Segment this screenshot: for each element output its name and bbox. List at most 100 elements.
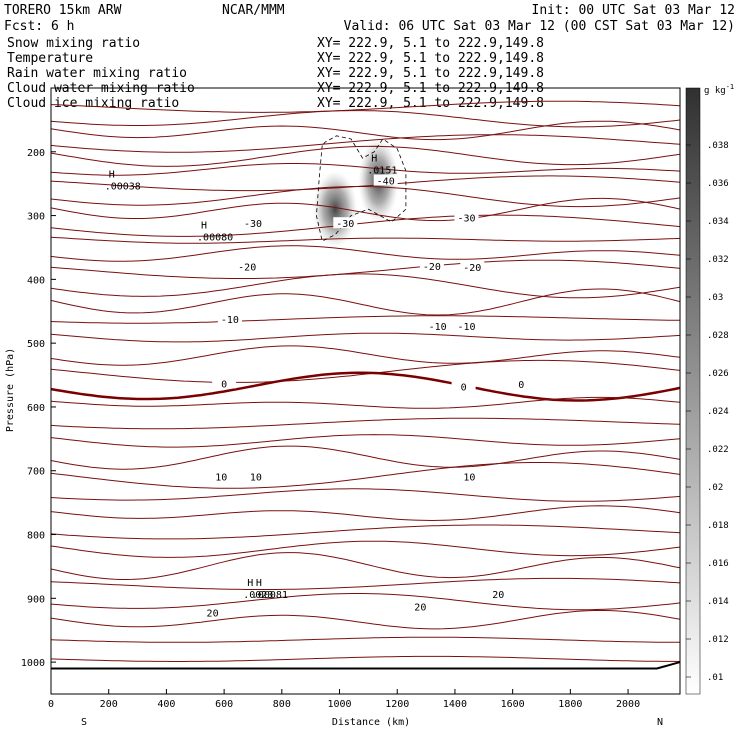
y-tick-label: 700	[27, 467, 45, 478]
x-tick-label: 2000	[616, 699, 640, 710]
plot-body: -40 -30 -30 -30 -20 -20 -20 -10 -10 -10 0 0 0 10 10 10 2…	[51, 100, 680, 670]
y-tick-label: 200	[27, 148, 45, 159]
snow-maximum-blob	[313, 171, 358, 248]
isotherm-label-bg	[419, 259, 444, 271]
isotherm-line	[51, 396, 680, 409]
colorbar-tick-label: .038	[707, 141, 729, 151]
colorbar-unit: g kg-1	[704, 83, 734, 96]
field-xy-rain: XY= 222.9, 5.1 to 222.9,149.8	[317, 66, 544, 81]
maximum-marker: H	[256, 578, 262, 589]
isotherm-line	[51, 288, 680, 316]
colorbar-tick-label: .026	[707, 369, 729, 379]
maximum-marker: H	[109, 170, 115, 181]
y-tick-label: 500	[27, 339, 45, 350]
isotherm-label-bg	[460, 261, 485, 273]
y-tick-label: 1000	[21, 658, 45, 669]
isotherm-label: 10	[463, 472, 475, 483]
colorbar-tick-label: .014	[707, 597, 729, 607]
isotherm-line	[51, 120, 680, 141]
field-name-cloud-ice: Cloud ice mixing ratio	[7, 96, 179, 111]
x-tick-label: 1200	[385, 699, 409, 710]
isotherm-line	[51, 134, 680, 153]
isotherm-label-bg	[333, 217, 358, 229]
isotherm-label: 20	[207, 608, 219, 619]
isotherm-line	[51, 505, 680, 522]
isotherm-line	[51, 552, 680, 580]
isotherm-label: 0	[221, 379, 227, 390]
colorbar	[685, 87, 701, 695]
north-endpoint-label: N	[657, 717, 663, 728]
isotherm-label-bg	[243, 470, 268, 482]
x-tick-label: 0	[48, 699, 54, 710]
valid-time: Valid: 06 UTC Sat 03 Mar 12 (00 CST Sat …	[344, 19, 735, 34]
colorbar-ticks: .01 .012 .014 .016 .018 .02 .022 .024 .026 .028 .0…	[686, 141, 729, 683]
isotherm-label: -20	[463, 263, 481, 274]
isotherm-line	[51, 371, 680, 402]
isotherm-line	[51, 273, 680, 299]
isotherm-line	[51, 609, 680, 630]
x-tick-label: 200	[100, 699, 118, 710]
y-tick-label: 300	[27, 212, 45, 223]
x-tick-label: 400	[157, 699, 175, 710]
isotherm-line	[51, 417, 680, 430]
snow-shading	[313, 138, 399, 248]
isotherm-label-bg	[408, 600, 433, 612]
isotherm-label-bg	[209, 470, 234, 482]
isotherm-line	[51, 175, 680, 192]
x-axis-label: Distance (km)	[332, 717, 410, 728]
isotherm-label-bg	[457, 470, 482, 482]
y-tick-label: 600	[27, 403, 45, 414]
isotherm-line	[51, 445, 680, 470]
colorbar-tick-label: .03	[707, 293, 723, 303]
y-tick-label: 400	[27, 275, 45, 286]
isotherm-label-bg	[486, 587, 511, 599]
isotherm-label-bg	[235, 260, 260, 272]
isotherm-label: -10	[429, 322, 447, 333]
x-axis: 0 200 400 600 800 1000 1200 1400 1600 1800 2000	[48, 689, 640, 710]
maximum-marker: H	[247, 578, 253, 589]
isotherm-label: 20	[414, 603, 426, 614]
cloud-ice-outline	[315, 135, 407, 242]
isotherm-label-bg	[454, 319, 479, 331]
isotherm-line	[51, 488, 680, 502]
isotherm-line	[51, 197, 680, 222]
isotherm-line	[51, 100, 680, 113]
isotherm-line	[51, 462, 680, 489]
isotherm-labels: -40 -30 -30 -30 -20 -20 -20 -10 -10 -10 0 0 0 10 10 10 2…	[200, 174, 534, 619]
forecast-hour: Fcst: 6 h	[4, 19, 74, 34]
cloud-ice-contour	[315, 135, 407, 242]
isotherm-line	[51, 110, 680, 128]
isotherm-line	[51, 315, 680, 324]
field-xy-cloud-ice: XY= 222.9, 5.1 to 222.9,149.8	[317, 96, 544, 111]
y-axis-label: Pressure (hPa)	[5, 348, 16, 432]
field-name-rain: Rain water mixing ratio	[7, 66, 187, 81]
isotherm-label: -30	[244, 219, 262, 230]
colorbar-tick-label: .016	[707, 559, 729, 569]
isotherm-label: 0	[461, 383, 467, 394]
isotherm-label: -30	[457, 213, 475, 224]
x-tick-label: 1400	[443, 699, 467, 710]
isotherm-label: 10	[215, 472, 227, 483]
isotherm-label: -10	[457, 322, 475, 333]
colorbar-tick-label: .02	[707, 483, 723, 493]
maximum-value: .00080	[197, 233, 233, 244]
isotherm-label-bg	[454, 211, 479, 223]
colorbar-tick-label: .032	[707, 255, 729, 265]
y-axis: 200 300 400 500 600 700 800 900 1000	[21, 148, 56, 669]
isotherm-line	[51, 524, 680, 540]
isotherm-line	[51, 577, 680, 590]
isotherm-label: -40	[377, 176, 395, 187]
x-tick-label: 800	[273, 699, 291, 710]
isotherm-line	[51, 236, 680, 244]
isotherm-label: 0	[518, 380, 524, 391]
isotherm-line	[51, 636, 680, 643]
colorbar-tick-label: .034	[707, 217, 729, 227]
x-tick-label: 1000	[327, 699, 351, 710]
isotherm-line	[51, 593, 680, 611]
isotherm-label-bg	[240, 217, 265, 229]
x-tick-label: 600	[215, 699, 233, 710]
isotherm-label: -10	[221, 315, 239, 326]
y-tick-label: 800	[27, 531, 45, 542]
